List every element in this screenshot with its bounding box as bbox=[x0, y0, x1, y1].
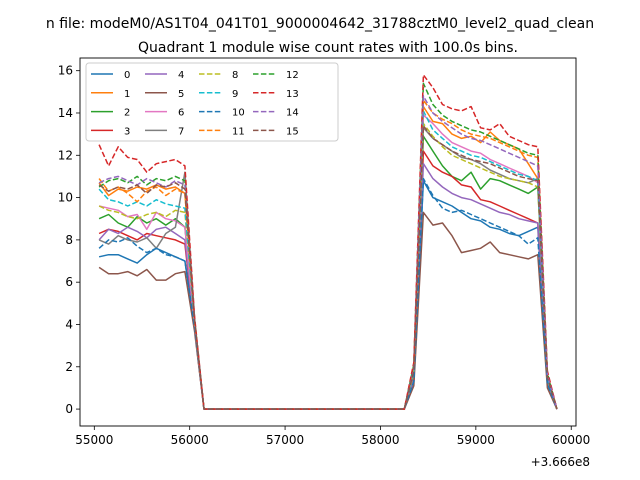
legend-label: 2 bbox=[124, 108, 130, 119]
legend-label: 5 bbox=[178, 89, 184, 100]
chart-suptitle: n file: modeM0/AS1T04_041T01_9000004642_… bbox=[46, 16, 594, 32]
x-offset-label: +3.666e8 bbox=[531, 455, 590, 469]
y-tick-label: 16 bbox=[58, 64, 73, 78]
series-line-13 bbox=[98, 74, 558, 410]
x-tick-label: 56000 bbox=[171, 433, 209, 447]
legend-box bbox=[85, 62, 339, 142]
legend-item-1: 1 bbox=[91, 89, 130, 100]
legend-label: 6 bbox=[178, 108, 184, 119]
x-tick-label: 57000 bbox=[266, 433, 304, 447]
y-tick-label: 8 bbox=[65, 233, 73, 247]
chart-title: Quadrant 1 module wise count rates with … bbox=[138, 40, 518, 56]
legend-label: 1 bbox=[124, 89, 130, 100]
legend-label: 0 bbox=[124, 70, 130, 81]
x-tick-label: 55000 bbox=[75, 433, 113, 447]
legend-item-14: 14 bbox=[253, 108, 299, 119]
legend-label: 11 bbox=[232, 126, 245, 137]
legend-label: 8 bbox=[232, 70, 238, 81]
legend-item-11: 11 bbox=[199, 126, 245, 137]
series-line-10 bbox=[98, 177, 558, 410]
legend-item-5: 5 bbox=[145, 89, 184, 100]
y-tick-label: 2 bbox=[65, 360, 73, 374]
series-line-9 bbox=[98, 110, 558, 410]
legend-item-2: 2 bbox=[91, 108, 130, 119]
x-tick-label: 58000 bbox=[361, 433, 399, 447]
legend-label: 3 bbox=[124, 126, 130, 137]
legend-item-4: 4 bbox=[145, 70, 184, 81]
plot-area-frame bbox=[79, 57, 577, 427]
legend-item-10: 10 bbox=[199, 108, 245, 119]
y-axis-ticks: 0 2 4 6 8 10 12 14 16 bbox=[58, 64, 80, 416]
series-line-2 bbox=[98, 135, 558, 410]
series-line-6 bbox=[98, 114, 558, 410]
legend-label: 14 bbox=[286, 108, 299, 119]
series-line-3 bbox=[98, 150, 558, 410]
series-line-7 bbox=[98, 127, 558, 410]
legend-item-0: 0 bbox=[91, 70, 130, 81]
legend-item-8: 8 bbox=[199, 70, 238, 81]
series-line-1 bbox=[98, 105, 558, 410]
x-tick-label: 60000 bbox=[552, 433, 590, 447]
y-tick-label: 14 bbox=[58, 106, 73, 120]
x-axis-ticks: 55000 56000 57000 58000 59000 60000 bbox=[75, 426, 590, 447]
x-tick-label: 59000 bbox=[457, 433, 495, 447]
series-line-8 bbox=[98, 122, 558, 410]
legend-item-3: 3 bbox=[91, 126, 130, 137]
y-tick-label: 4 bbox=[65, 317, 73, 331]
legend-label: 13 bbox=[286, 89, 299, 100]
legend-label: 12 bbox=[286, 70, 299, 81]
legend-label: 4 bbox=[178, 70, 184, 81]
y-tick-label: 10 bbox=[58, 191, 73, 205]
legend-item-15: 15 bbox=[253, 126, 299, 137]
series-line-5 bbox=[98, 211, 558, 410]
legend-item-6: 6 bbox=[145, 108, 184, 119]
legend-label: 9 bbox=[232, 89, 238, 100]
legend-item-9: 9 bbox=[199, 89, 238, 100]
legend-label: 7 bbox=[178, 126, 184, 137]
legend-item-13: 13 bbox=[253, 89, 299, 100]
legend-label: 10 bbox=[232, 108, 245, 119]
series-lines bbox=[98, 74, 558, 410]
y-tick-label: 6 bbox=[65, 275, 73, 289]
legend-item-7: 7 bbox=[145, 126, 184, 137]
series-line-15 bbox=[98, 124, 558, 410]
legend-item-12: 12 bbox=[253, 70, 299, 81]
series-line-14 bbox=[98, 95, 558, 410]
y-tick-label: 0 bbox=[65, 402, 73, 416]
series-line-4 bbox=[98, 162, 558, 410]
legend-label: 15 bbox=[286, 126, 299, 137]
y-tick-label: 12 bbox=[58, 148, 73, 162]
